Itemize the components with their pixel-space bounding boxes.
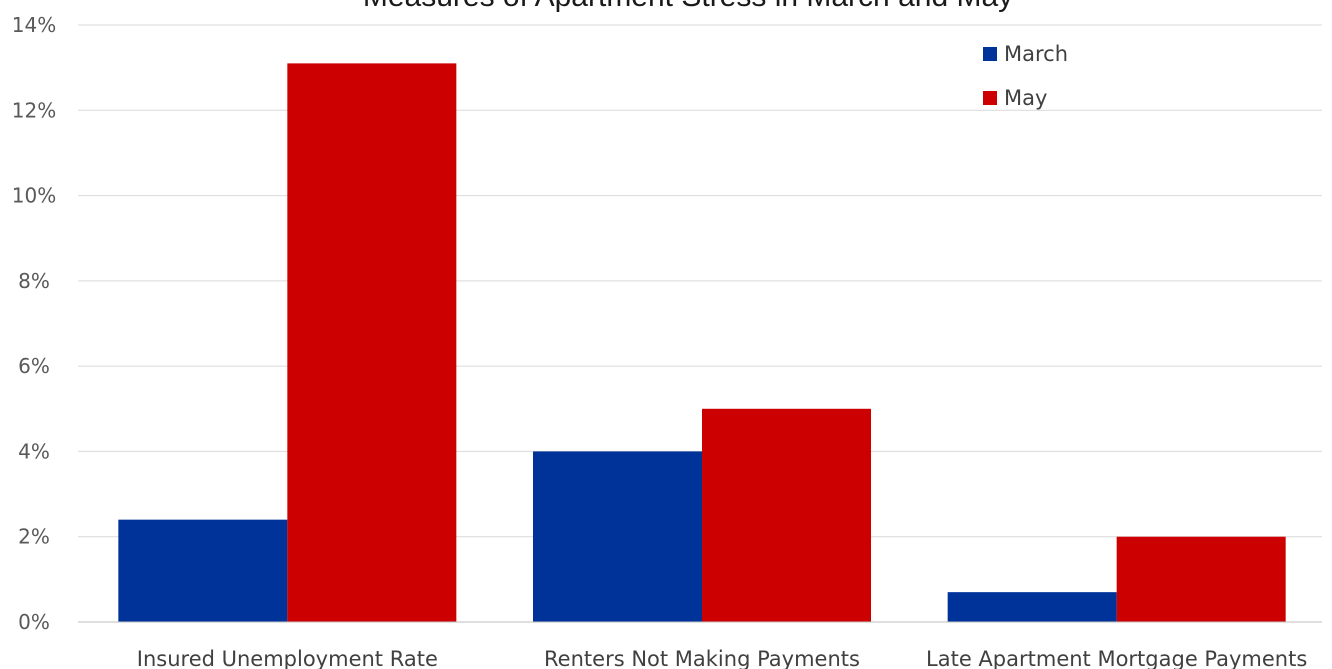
x-category-label: Renters Not Making Payments xyxy=(544,647,860,669)
bar-may-3 xyxy=(1116,536,1286,622)
y-tick-label: 14% xyxy=(12,13,56,37)
x-category-label: Insured Unemployment Rate xyxy=(137,647,438,669)
bar-march-3 xyxy=(947,592,1117,622)
bar-may-1 xyxy=(287,63,457,623)
y-axis-tick-labels: 0% 2% 4% 6% 8% 10% 12% 14% xyxy=(12,13,56,634)
y-tick-label: 2% xyxy=(18,525,50,549)
legend-swatch-march xyxy=(983,47,997,61)
y-tick-label: 10% xyxy=(12,184,56,208)
y-tick-label: 12% xyxy=(12,98,56,122)
legend: March May xyxy=(983,42,1068,110)
gridlines xyxy=(78,24,1322,538)
bar-march-2 xyxy=(533,451,702,622)
y-tick-label: 8% xyxy=(18,269,50,293)
y-tick-label: 4% xyxy=(18,439,50,463)
x-axis-category-labels: Insured Unemployment Rate Renters Not Mak… xyxy=(137,647,1308,669)
y-tick-label: 0% xyxy=(18,610,50,634)
bars xyxy=(118,63,1286,623)
legend-label-may: May xyxy=(1004,86,1047,110)
x-category-label: Late Apartment Mortgage Payments xyxy=(926,647,1307,669)
legend-label-march: March xyxy=(1004,42,1068,66)
bar-may-2 xyxy=(702,408,871,622)
bar-march-1 xyxy=(118,519,288,622)
y-tick-label: 6% xyxy=(18,354,50,378)
chart-title: Measures of Apartment Stress in March an… xyxy=(363,0,1013,13)
legend-swatch-may xyxy=(983,91,997,105)
